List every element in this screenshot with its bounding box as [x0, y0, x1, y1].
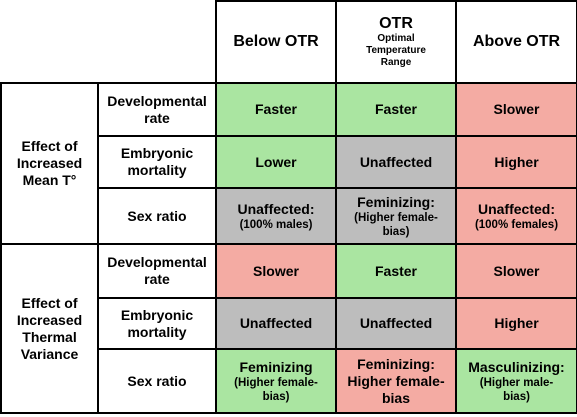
cell-note: bias): [262, 390, 290, 403]
column-note: Temperature: [366, 45, 426, 56]
row-label-line: Embryonic: [120, 145, 194, 161]
row-label-line: mortality: [127, 323, 187, 340]
cell-note: bias): [503, 390, 530, 403]
table-row: Embryonic mortality Unaffected Unaffected Hi…: [1, 297, 577, 350]
effect-cell: Faster: [335, 243, 457, 299]
row-label-line: rate: [144, 109, 170, 126]
effect-cell: Higher: [455, 135, 577, 189]
blank-cell: [1, 1, 98, 84]
effect-cell: Feminizing: (Higher female-bias): [335, 187, 457, 245]
group-label-line: Thermal: [22, 328, 77, 345]
effect-cell: Slower: [455, 82, 577, 137]
row-label: Sex ratio: [97, 348, 217, 414]
group-label-line: Effect of: [21, 138, 78, 154]
column-header: Above OTR: [455, 0, 577, 84]
group-label-line: Variance: [20, 345, 79, 362]
cell-text: Slower: [253, 262, 299, 279]
cell-text: Faster: [374, 262, 418, 279]
effect-cell: Faster: [335, 82, 457, 137]
row-label-line: Embryonic: [120, 306, 194, 323]
group-label-line: Increased: [16, 311, 83, 328]
column-title: Below OTR: [233, 33, 319, 50]
effect-cell: Unaffected: (100% males): [215, 187, 337, 245]
group-label-line: Mean T°: [22, 172, 77, 188]
effect-cell: Faster: [215, 82, 337, 137]
cell-text: Faster: [374, 101, 418, 117]
effect-cell: Masculinizing: (Higher male-bias): [455, 348, 577, 414]
effect-cell: Higher: [455, 297, 577, 350]
table-row: Sex ratio Feminizing (Higher female-bias) F…: [1, 348, 577, 414]
cell-note: (Higher female-: [354, 211, 438, 224]
row-label-line: Sex ratio: [127, 207, 187, 224]
cell-text: Higher: [494, 153, 539, 170]
cell-text: Unaffected: [359, 153, 433, 170]
cell-note: (100% males): [239, 218, 313, 231]
cell-text: Lower: [255, 153, 297, 170]
blank-cell: [98, 1, 216, 84]
cell-text: Slower: [493, 101, 540, 117]
cell-text: Feminizing:: [357, 355, 435, 372]
effect-cell: Unaffected: [335, 297, 457, 350]
row-label: Embryonic mortality: [97, 297, 217, 350]
effect-cell: Unaffected: [335, 135, 457, 189]
cell-text: Masculinizing:: [468, 358, 565, 375]
column-title: Above OTR: [472, 33, 561, 50]
column-title: OTR: [379, 15, 413, 32]
group-label: Effect of Increased Mean T°: [0, 82, 99, 245]
cell-text: bias: [381, 389, 410, 406]
effect-cell: Slower: [455, 243, 577, 299]
row-label-line: rate: [144, 271, 170, 287]
row-label: Sex ratio: [97, 187, 217, 245]
column-note: Range: [380, 57, 412, 68]
header-row: Below OTR OTR Optimal Temperature Range Above…: [1, 0, 577, 84]
cell-text: Higher female-: [347, 372, 445, 389]
effect-cell: Slower: [215, 243, 337, 299]
group-label-line: Increased: [16, 155, 83, 171]
cell-text: Unaffected:: [237, 200, 315, 217]
row-label-line: mortality: [127, 162, 187, 178]
cell-text: Faster: [254, 101, 298, 117]
table-row: Effect of Increased Thermal Variance Develop…: [0, 243, 577, 414]
column-header: OTR Optimal Temperature Range: [335, 0, 457, 84]
cell-text: Slower: [493, 262, 540, 279]
cell-text: Unaffected:: [477, 200, 555, 217]
group-label: Effect of Increased Thermal Variance: [0, 243, 99, 414]
cell-text: Feminizing: [239, 358, 313, 375]
row-label: Developmental rate: [97, 82, 217, 137]
effect-cell: Lower: [215, 135, 337, 189]
column-note: Optimal: [377, 33, 415, 44]
effect-cell: Unaffected: [215, 297, 337, 350]
cell-note: (100% females): [474, 218, 559, 231]
cell-note: (Higher female-: [234, 376, 318, 389]
cell-note: bias): [382, 225, 410, 238]
table-row: Embryonic mortality Lower Unaffected Higher: [1, 135, 577, 189]
cell-text: Unaffected: [239, 315, 313, 331]
group-label-line: Effect of: [21, 294, 78, 311]
effect-cell: Unaffected: (100% females): [455, 187, 577, 245]
effect-cell: Feminizing: Higher female-bias: [335, 348, 457, 414]
cell-text: Higher: [494, 315, 539, 331]
row-label-line: Developmental: [107, 92, 207, 109]
effect-cell: Feminizing (Higher female-bias): [215, 348, 337, 414]
cell-text: Feminizing:: [357, 193, 435, 210]
table-row: Sex ratio Unaffected: (100% males) Feminizi…: [1, 187, 577, 245]
row-label-line: Developmental: [107, 254, 207, 270]
column-header: Below OTR: [215, 0, 337, 84]
row-label: Developmental rate: [97, 243, 217, 299]
cell-note: (Higher male-: [479, 376, 554, 389]
table-row: Effect of Increased Mean T° Developmental ra…: [0, 82, 577, 245]
cell-text: Unaffected: [359, 315, 433, 331]
row-label: Embryonic mortality: [97, 135, 217, 189]
row-label-line: Sex ratio: [127, 372, 187, 389]
